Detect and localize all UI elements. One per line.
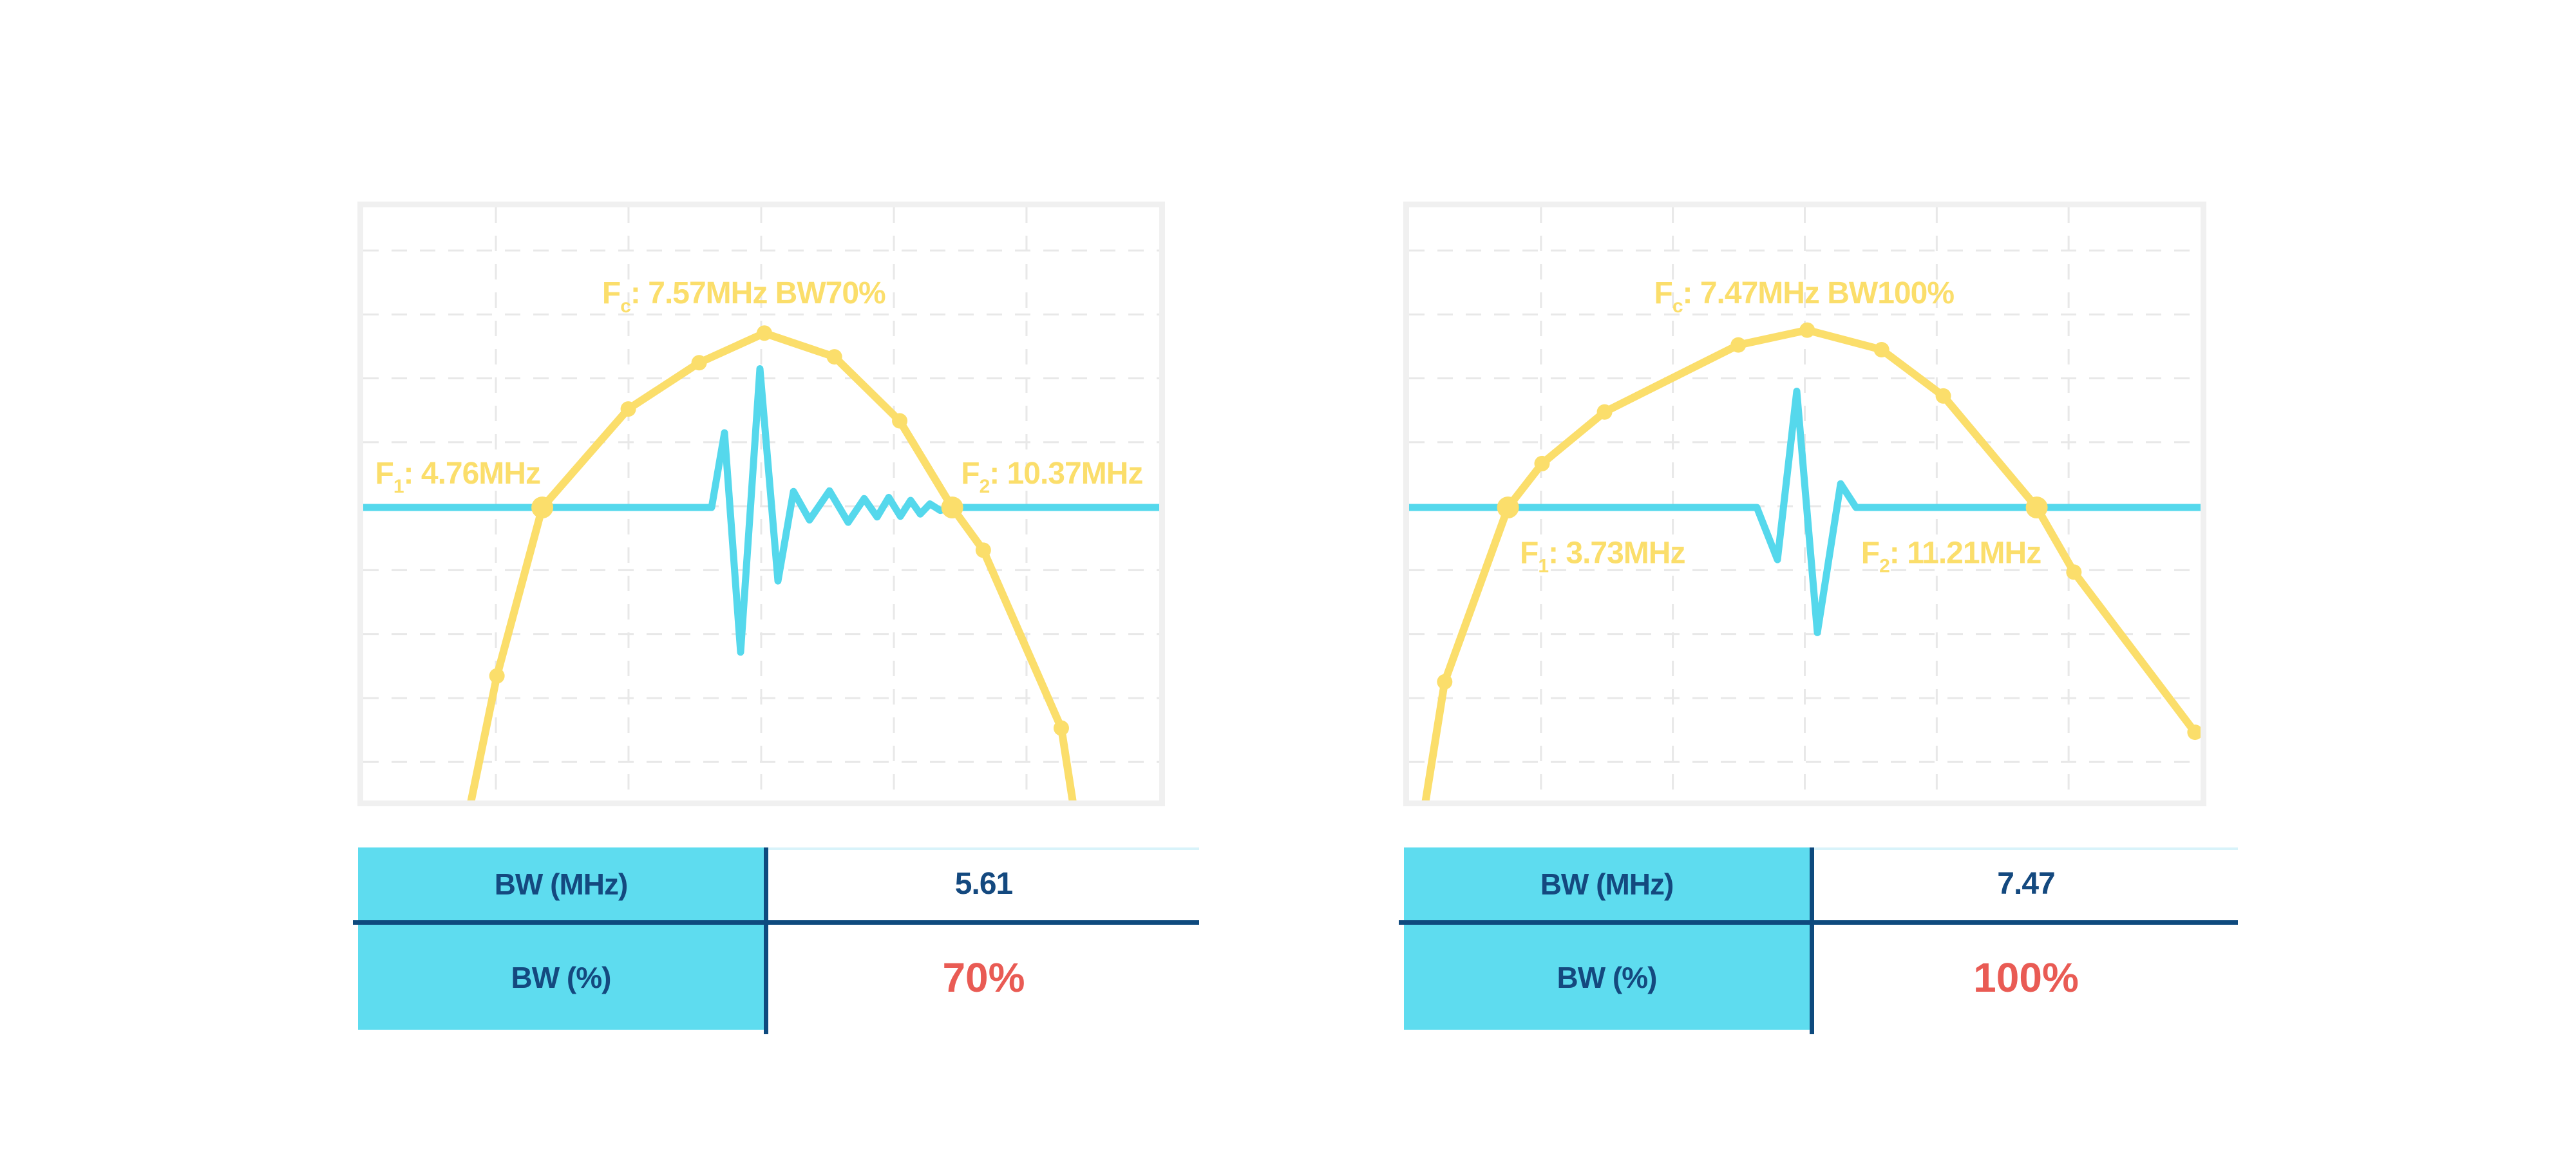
f2-label: F2: 11.21MHz <box>1861 536 2041 577</box>
frequency-spectrum-marker <box>2187 724 2201 741</box>
bw70-chart-svg: Fc: 7.57MHz BW70% F1: 4.76MHz F2: 10.37MHz <box>363 207 1159 800</box>
frequency-spectrum-marker <box>1730 337 1747 353</box>
frequency-spectrum-marker <box>826 349 842 365</box>
frequency-spectrum-marker <box>1437 674 1453 690</box>
frequency-spectrum-marker <box>1935 388 1951 404</box>
frequency-spectrum-marker <box>531 497 554 519</box>
table-column-divider <box>1810 847 1814 1034</box>
table-top-border <box>1810 847 2238 850</box>
frequency-spectrum-marker <box>1873 342 1889 358</box>
f1-label: F1: 3.73MHz <box>1520 536 1685 577</box>
frequency-spectrum-marker <box>756 325 772 341</box>
fc-label: Fc: 7.57MHz BW70% <box>602 276 886 317</box>
frequency-spectrum-marker <box>975 542 991 558</box>
table-top-border <box>764 847 1199 850</box>
frequency-spectrum-line <box>467 329 1077 800</box>
chart-panel-bw70: Fc: 7.57MHz BW70% F1: 4.76MHz F2: 10.37MHz <box>357 202 1165 806</box>
table-row-divider <box>353 920 1199 925</box>
bw-table-left: BW (MHz) 5.61 BW (%) 70% <box>353 847 1199 1034</box>
frequency-spectrum-marker <box>620 401 636 417</box>
frequency-spectrum-marker <box>1596 404 1613 420</box>
frequency-spectrum-marker <box>2066 564 2082 580</box>
bw-pct-label: BW (%) <box>1557 960 1658 994</box>
bw-mhz-label: BW (MHz) <box>494 867 629 901</box>
pulse-waveform-line <box>363 365 1159 656</box>
table-header-column <box>1404 847 1810 1030</box>
bw-pct-value: 70% <box>942 954 1025 1001</box>
f1-label: F1: 4.76MHz <box>375 457 540 497</box>
frequency-spectrum-marker <box>1534 455 1550 471</box>
chart-panel-bw100: Fc: 7.47MHz BW100% F1: 3.73MHz F2: 11.21MH… <box>1403 202 2206 806</box>
bw-mhz-value: 5.61 <box>954 867 1013 901</box>
frequency-spectrum-marker <box>1497 497 1519 519</box>
frequency-spectrum-marker <box>892 413 908 429</box>
table-header-column <box>358 847 764 1030</box>
frequency-spectrum-marker <box>691 355 707 371</box>
table-column-divider <box>764 847 768 1034</box>
bw-pct-value: 100% <box>1973 954 2079 1001</box>
frequency-spectrum-marker <box>2025 497 2048 519</box>
bw-mhz-label: BW (MHz) <box>1540 867 1674 901</box>
fc-label: Fc: 7.47MHz BW100% <box>1654 276 1955 317</box>
bw100-chart-svg: Fc: 7.47MHz BW100% F1: 3.73MHz F2: 11.21MH… <box>1409 207 2201 800</box>
f2-label: F2: 10.37MHz <box>961 457 1142 497</box>
pulse-waveform-line <box>1409 388 2201 636</box>
frequency-spectrum-marker <box>941 497 963 519</box>
bw-mhz-value: 7.47 <box>1997 867 2055 901</box>
table-row-divider <box>1399 920 2238 925</box>
frequency-spectrum-line <box>1421 326 2199 800</box>
frequency-spectrum-marker <box>489 668 505 684</box>
bw-pct-label: BW (%) <box>511 960 612 994</box>
bw-table-right: BW (MHz) 7.47 BW (%) 100% <box>1399 847 2238 1034</box>
frequency-spectrum-marker <box>1799 322 1815 338</box>
frequency-spectrum-marker <box>1053 720 1069 736</box>
